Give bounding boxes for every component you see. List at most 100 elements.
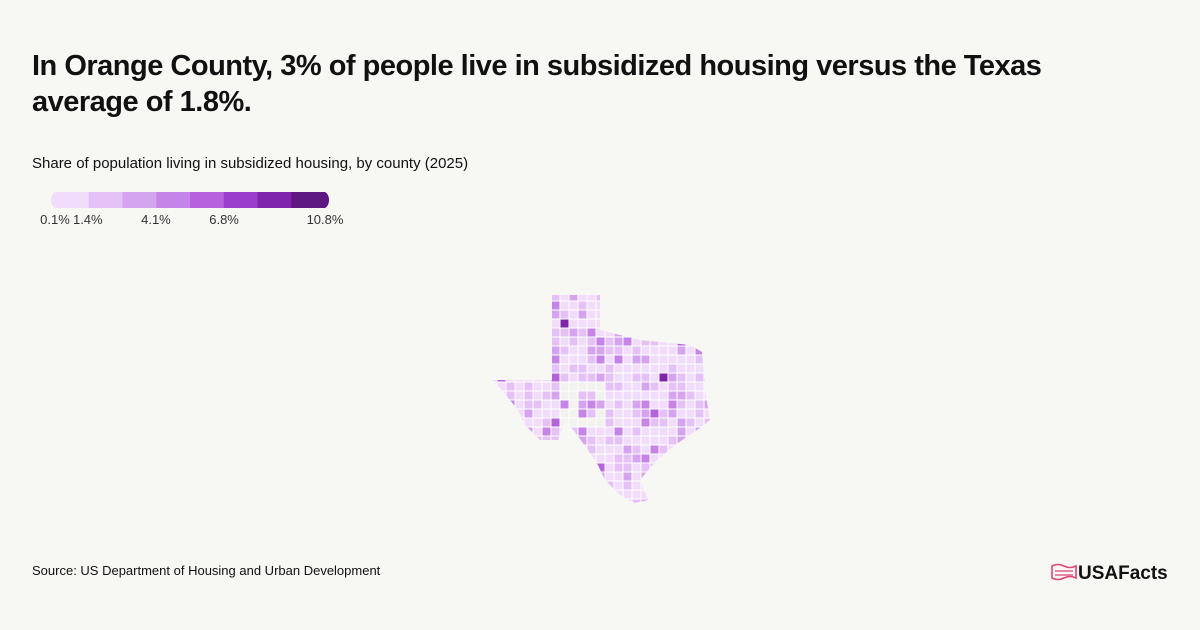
county (658, 444, 669, 455)
county (523, 372, 534, 383)
county (577, 345, 588, 356)
county (523, 489, 534, 500)
county (604, 435, 615, 446)
county (703, 336, 710, 347)
county (523, 471, 534, 482)
county (622, 345, 633, 356)
county (586, 372, 597, 383)
county (577, 318, 588, 329)
county (532, 399, 543, 410)
county (713, 364, 722, 373)
county (523, 408, 534, 419)
county (577, 426, 588, 437)
county (586, 381, 597, 392)
county (640, 336, 651, 347)
county (676, 489, 687, 500)
legend-swatch (223, 192, 258, 208)
county (649, 354, 660, 365)
county (595, 435, 606, 446)
county (492, 426, 498, 437)
county (658, 489, 669, 500)
county (713, 418, 722, 427)
county (559, 462, 570, 473)
county (492, 327, 498, 338)
county (713, 328, 722, 337)
county (586, 390, 597, 401)
county (550, 408, 561, 419)
county (622, 435, 633, 446)
county (595, 471, 606, 482)
county (532, 453, 543, 464)
county (514, 489, 525, 500)
county (541, 318, 552, 329)
county (631, 327, 642, 338)
brand: USAFacts (1078, 563, 1168, 584)
county (613, 480, 624, 491)
county (685, 462, 696, 473)
county (568, 489, 579, 500)
county (586, 498, 597, 503)
county (586, 462, 597, 473)
county (514, 444, 525, 455)
county (613, 390, 624, 401)
county (676, 444, 687, 455)
county (492, 295, 498, 302)
county (631, 444, 642, 455)
county (640, 399, 651, 410)
county (685, 408, 696, 419)
county (496, 300, 507, 311)
county (568, 363, 579, 374)
county (713, 310, 722, 319)
county (496, 444, 507, 455)
county (523, 309, 534, 320)
county (550, 480, 561, 491)
county (694, 489, 705, 500)
county (604, 498, 615, 503)
county (550, 327, 561, 338)
county (496, 417, 507, 428)
county (532, 417, 543, 428)
county (667, 426, 678, 437)
county (523, 363, 534, 374)
county (631, 453, 642, 464)
county (523, 426, 534, 437)
county (604, 417, 615, 428)
county (622, 399, 633, 410)
county (676, 435, 687, 446)
county (640, 489, 651, 500)
county (613, 462, 624, 473)
county (595, 390, 606, 401)
county (604, 408, 615, 419)
county (640, 444, 651, 455)
title: In Orange County, 3% of people live in s… (32, 50, 1042, 118)
county (604, 444, 615, 455)
county (541, 381, 552, 392)
county (640, 381, 651, 392)
county (541, 444, 552, 455)
county (658, 318, 669, 329)
county (550, 471, 561, 482)
county (622, 462, 633, 473)
county (685, 372, 696, 383)
county (685, 390, 696, 401)
county (559, 390, 570, 401)
county (505, 408, 516, 419)
county (703, 444, 710, 455)
legend-label: 6.8% (209, 212, 239, 227)
county (514, 435, 525, 446)
county (685, 417, 696, 428)
county (604, 426, 615, 437)
county (713, 400, 722, 409)
county (523, 462, 534, 473)
county (559, 300, 570, 311)
county (492, 390, 498, 401)
county (622, 336, 633, 347)
county (676, 345, 687, 356)
county (559, 363, 570, 374)
county (703, 390, 710, 401)
county (577, 309, 588, 320)
county (595, 318, 606, 329)
county (505, 295, 516, 302)
county (568, 462, 579, 473)
county (523, 381, 534, 392)
